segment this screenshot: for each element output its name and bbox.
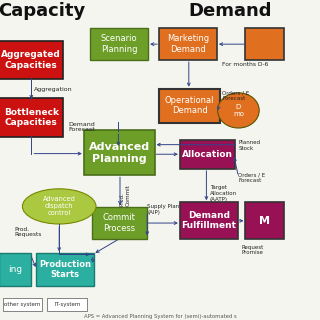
FancyBboxPatch shape (159, 28, 217, 60)
Text: Advanced
Planning: Advanced Planning (89, 142, 150, 164)
Text: Operational
Demand: Operational Demand (165, 96, 214, 115)
FancyBboxPatch shape (180, 140, 235, 169)
FancyBboxPatch shape (36, 253, 94, 286)
Text: APS = Advanced Planning System for (semi)-automated s: APS = Advanced Planning System for (semi… (84, 314, 236, 319)
Text: Promise: Promise (242, 250, 263, 255)
Text: Demand
Fulfillment: Demand Fulfillment (181, 211, 236, 230)
Text: For months D-6: For months D-6 (222, 61, 269, 67)
Text: Orders / E
Forecast: Orders / E Forecast (222, 91, 250, 101)
Text: Marketing
Demand: Marketing Demand (167, 34, 209, 54)
Text: Commit
Process: Commit Process (103, 213, 136, 233)
FancyBboxPatch shape (0, 98, 63, 137)
Ellipse shape (22, 189, 96, 224)
Text: Prod.
Commit: Prod. Commit (120, 184, 131, 206)
Ellipse shape (218, 93, 259, 128)
Text: Scenario
Planning: Scenario Planning (101, 34, 138, 54)
Text: Aggregation: Aggregation (34, 87, 72, 92)
FancyBboxPatch shape (0, 253, 31, 286)
Text: Capacity: Capacity (0, 2, 85, 20)
FancyBboxPatch shape (245, 28, 284, 60)
Text: D
mo: D mo (233, 104, 244, 117)
FancyBboxPatch shape (245, 202, 284, 239)
FancyBboxPatch shape (180, 202, 238, 239)
Text: Orders / E
Forecast: Orders / E Forecast (238, 172, 266, 183)
FancyBboxPatch shape (47, 298, 87, 311)
Text: Aggregated
Capacities: Aggregated Capacities (1, 50, 61, 70)
Text: Production
Starts: Production Starts (39, 260, 91, 279)
FancyBboxPatch shape (3, 298, 42, 311)
FancyBboxPatch shape (92, 207, 147, 239)
Text: Supply Plan
(AIP): Supply Plan (AIP) (147, 204, 180, 215)
FancyBboxPatch shape (159, 89, 220, 123)
Text: Demand: Demand (189, 2, 272, 20)
Text: M: M (259, 216, 270, 226)
Text: Request: Request (242, 244, 264, 250)
FancyBboxPatch shape (0, 41, 63, 79)
Text: Advanced
dispatch
control: Advanced dispatch control (43, 196, 76, 216)
Text: IT-system: IT-system (54, 302, 80, 307)
Text: Allocation: Allocation (182, 150, 233, 159)
Text: other system: other system (4, 302, 41, 307)
Text: Target
Allocation
(AATP): Target Allocation (AATP) (210, 185, 237, 202)
Text: Bottleneck
Capacities: Bottleneck Capacities (4, 108, 59, 127)
Text: ing: ing (8, 265, 22, 274)
Text: Demand
Forecast: Demand Forecast (69, 122, 96, 132)
FancyBboxPatch shape (90, 28, 148, 60)
Text: Prod.
Requests: Prod. Requests (14, 227, 42, 237)
Text: Planned
Stock: Planned Stock (238, 140, 260, 151)
FancyBboxPatch shape (84, 130, 155, 175)
